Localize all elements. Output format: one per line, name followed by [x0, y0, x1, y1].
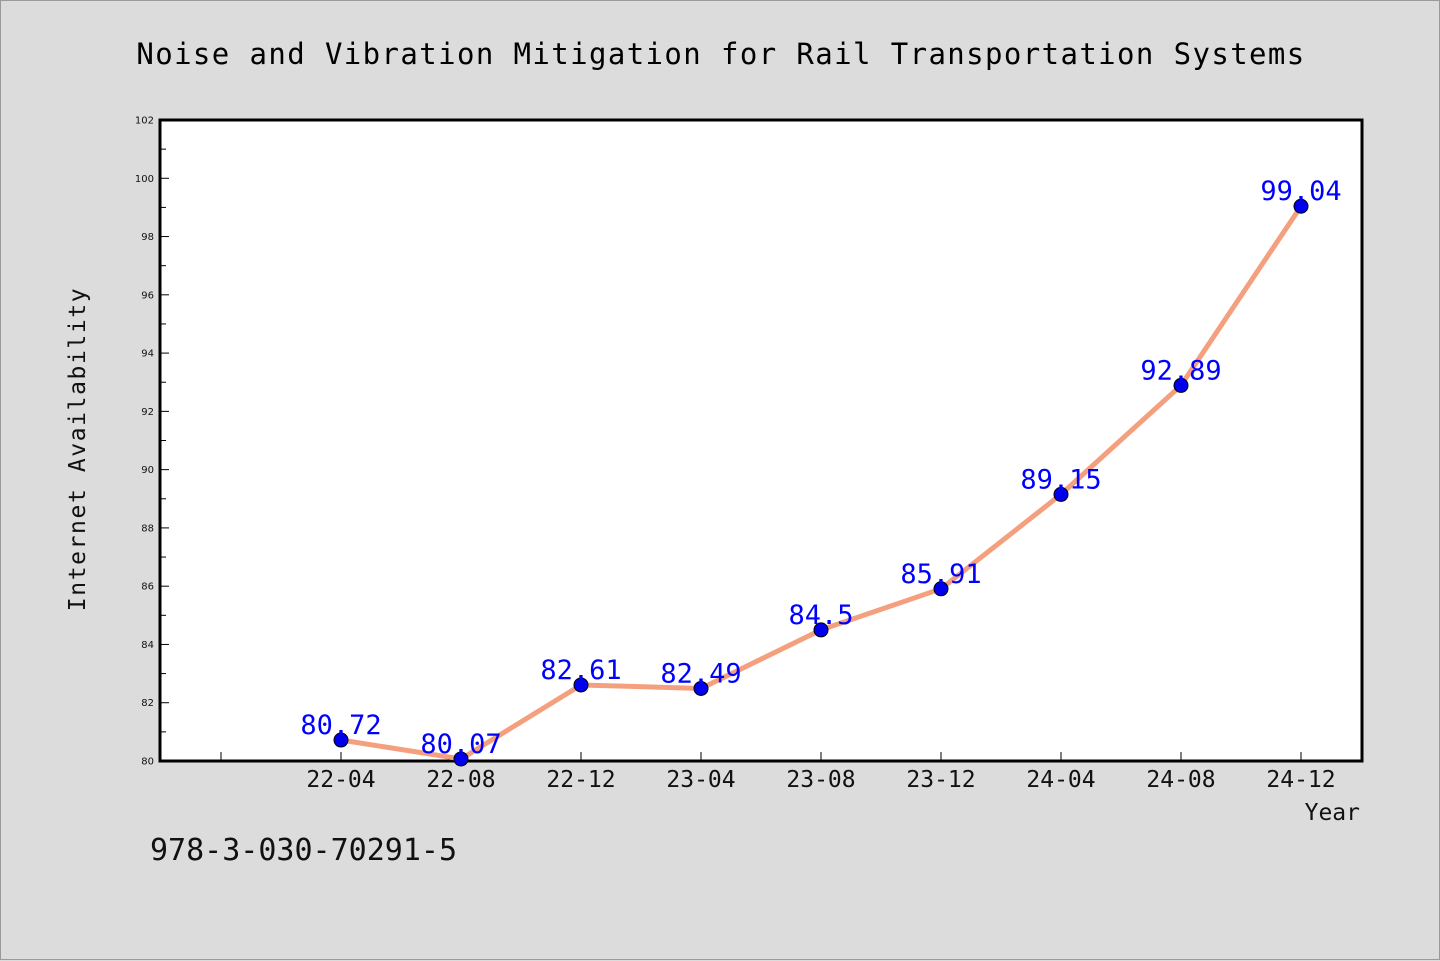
data-point — [933, 581, 949, 597]
data-point — [1053, 486, 1069, 502]
data-point — [453, 751, 469, 767]
y-tick-label: 86 — [141, 582, 154, 593]
x-tick-label: 23-08 — [786, 767, 855, 793]
y-tick-label: 94 — [141, 349, 154, 360]
x-tick-label: 22-04 — [306, 767, 375, 793]
data-point — [1173, 377, 1189, 393]
data-label: 89.15 — [1020, 464, 1101, 495]
data-point — [693, 680, 709, 696]
y-tick-label: 102 — [135, 116, 154, 127]
x-tick-label: 23-12 — [906, 767, 975, 793]
data-label: 80.07 — [420, 729, 501, 760]
x-tick-label: 24-04 — [1026, 767, 1095, 793]
x-tick-label: 22-08 — [426, 767, 495, 793]
data-labels: 80.72 80.07 82.61 82.49 84.5 85.91 89.15 92.89 9… — [300, 176, 1341, 760]
data-point — [1293, 198, 1309, 214]
x-tick-label: 23-04 — [666, 767, 735, 793]
data-label: 82.61 — [540, 655, 621, 686]
y-tick-label: 96 — [141, 290, 154, 301]
data-point — [333, 732, 349, 748]
chart-title: Noise and Vibration Mitigation for Rail … — [136, 37, 1305, 71]
x-tick-label: 24-12 — [1266, 767, 1335, 793]
x-axis: 22-04 22-08 22-12 23-04 23-08 23-12 24-04 24-08… — [220, 752, 1336, 793]
isbn-code: 978-3-030-70291-5 — [150, 833, 458, 868]
data-point — [573, 677, 589, 693]
y-tick-label: 92 — [141, 407, 154, 418]
series-layer — [333, 198, 1309, 767]
y-axis: 80 82 84 86 88 90 92 94 96 98 100 102 — [135, 116, 169, 768]
y-tick-label: 88 — [141, 523, 154, 534]
x-axis-label: Year — [1305, 800, 1360, 826]
y-tick-label: 82 — [141, 698, 154, 709]
x-tick-label: 22-12 — [546, 767, 615, 793]
y-tick-label: 90 — [141, 465, 154, 476]
data-label: 85.91 — [900, 559, 981, 590]
y-tick-label: 98 — [141, 232, 154, 243]
x-tick-label: 24-08 — [1146, 767, 1215, 793]
data-label: 84.5 — [788, 600, 853, 631]
y-tick-label: 80 — [141, 757, 154, 768]
data-point — [813, 622, 829, 638]
plot-area — [158, 118, 1364, 763]
data-label: 92.89 — [1140, 355, 1221, 386]
y-tick-label: 84 — [141, 640, 154, 651]
data-label: 99.04 — [1260, 176, 1341, 207]
y-axis-label: Internet Availability — [65, 287, 91, 611]
data-label: 80.72 — [300, 710, 381, 741]
data-label: 82.49 — [660, 658, 741, 689]
y-tick-label: 100 — [135, 174, 154, 185]
